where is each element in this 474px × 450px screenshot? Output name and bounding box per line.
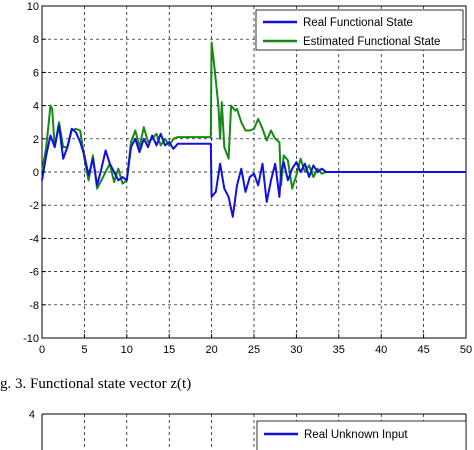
- figure-caption: g. 3. Functional state vector z(t): [0, 376, 191, 392]
- y-tick-label: 6: [33, 67, 39, 79]
- legend-label-real: Real Functional State: [303, 17, 413, 29]
- y-tick-label: 8: [33, 34, 39, 46]
- x-tick-label: 30: [290, 344, 302, 356]
- chart1-series: [41, 41, 466, 218]
- chart2-legend-label-real: Real Unknown Input: [304, 429, 408, 441]
- chart1-y-ticks: -10 -8 -6 -4 -2 0 2 4 6 8 10: [23, 1, 46, 345]
- chart1-x-ticks: 0 5 10 15 20 25 30 35 40 45 50: [39, 334, 472, 356]
- x-tick-label: 10: [121, 344, 133, 356]
- chart-unknown-input: 4 Real Unknown Input: [29, 409, 467, 450]
- y-tick-label: -2: [29, 200, 39, 212]
- x-tick-label: 45: [417, 344, 429, 356]
- chart2-legend-box: [256, 420, 467, 450]
- y-tick-label: -8: [29, 300, 39, 312]
- x-tick-label: 35: [333, 344, 345, 356]
- chart1-legend: Real Functional State Estimated Function…: [255, 9, 464, 51]
- x-tick-label: 15: [163, 344, 175, 356]
- x-tick-label: 20: [205, 344, 217, 356]
- y-tick-label: 4: [33, 101, 39, 113]
- legend-box: [255, 9, 464, 51]
- y-tick-label: -4: [29, 233, 39, 245]
- y-tick-label: 10: [27, 1, 39, 13]
- y-tick-label: 2: [33, 134, 39, 146]
- chart2-y-tick-label: 4: [29, 409, 35, 421]
- y-tick-label: -10: [23, 333, 39, 345]
- legend-label-estimated: Estimated Functional State: [303, 36, 440, 48]
- x-tick-label: 50: [460, 344, 472, 356]
- y-tick-label: -6: [29, 267, 39, 279]
- x-tick-label: 40: [375, 344, 387, 356]
- x-tick-label: 25: [248, 344, 260, 356]
- chart1-grid: [42, 6, 466, 338]
- y-tick-label: 0: [33, 167, 39, 179]
- x-tick-label: 0: [39, 344, 45, 356]
- chart-functional-state: 0 5 10 15 20 25 30 35 40 45 50 -10-8-6-4-20246810 …: [23, 1, 472, 356]
- series-line-real-functional-state: [41, 124, 466, 218]
- x-tick-label: 5: [81, 344, 87, 356]
